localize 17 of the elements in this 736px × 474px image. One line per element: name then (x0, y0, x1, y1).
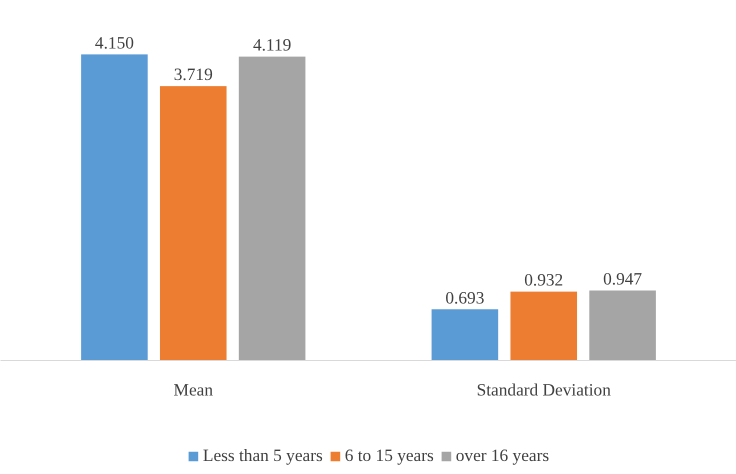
data-label: 4.119 (252, 36, 292, 55)
bar (432, 309, 498, 360)
bar (81, 54, 148, 360)
bar (510, 292, 578, 360)
bar (589, 290, 656, 360)
data-label: 3.719 (174, 65, 213, 84)
legend-label: over 16 years (456, 446, 550, 466)
bar (238, 56, 306, 360)
legend-label: 6 to 15 years (344, 446, 434, 466)
data-label: 0.932 (524, 270, 564, 290)
data-label: 0.947 (603, 270, 642, 289)
data-label: 0.693 (445, 288, 484, 308)
x-tick-label: Standard Deviation (476, 380, 612, 400)
bar (160, 86, 227, 360)
data-label: 4.150 (94, 33, 134, 52)
legend-label: Less than 5 years (202, 446, 323, 466)
x-tick-label: Mean (174, 380, 214, 400)
